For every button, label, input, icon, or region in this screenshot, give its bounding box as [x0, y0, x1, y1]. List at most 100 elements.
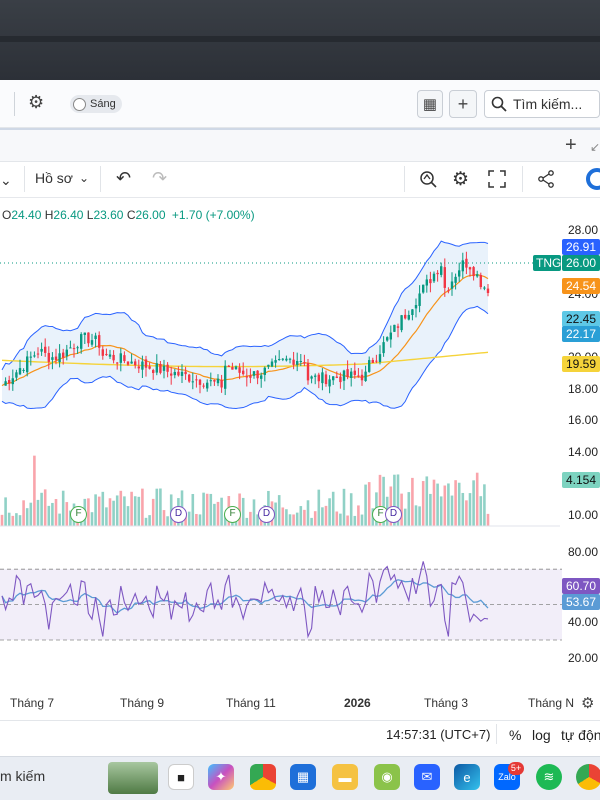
clock[interactable]: 14:57:31 (UTC+7)	[386, 727, 491, 742]
candle-body	[447, 290, 450, 292]
undo-icon[interactable]: ↶	[116, 168, 132, 188]
candle-body	[303, 362, 306, 364]
task-view-icon[interactable]: ■	[168, 764, 194, 790]
volume-bar	[403, 508, 407, 526]
low-label: L	[86, 208, 94, 222]
volume-bar	[479, 496, 483, 526]
candle-body	[202, 385, 205, 387]
rsi-line	[1, 561, 489, 639]
candle-body	[134, 361, 137, 366]
volume-bar	[295, 512, 299, 526]
rsi-pane	[0, 561, 562, 641]
candle-body	[69, 347, 72, 349]
candle-body	[328, 379, 331, 387]
zalo-icon[interactable]: Zalo	[494, 764, 520, 790]
volume-bar	[357, 505, 360, 526]
search-box[interactable]: Tìm kiếm...	[484, 90, 600, 118]
chevron-down-icon[interactable]: ⌄	[0, 172, 12, 188]
volume-bar	[299, 506, 303, 526]
volume-bar	[209, 493, 213, 526]
volume-bar	[166, 516, 169, 526]
edge-icon[interactable]: e	[454, 764, 480, 790]
candle-body	[188, 374, 191, 382]
candle-body	[465, 258, 468, 268]
event-marker-d[interactable]: D	[258, 506, 275, 523]
candle-body	[15, 372, 18, 378]
plus-icon: +	[457, 93, 469, 114]
candle-body	[292, 359, 295, 365]
divider	[404, 166, 405, 192]
candle-body	[101, 349, 104, 356]
theme-label: Sáng	[90, 98, 116, 110]
axis-settings-icon[interactable]: ⚙	[581, 695, 595, 712]
rsi-ma-line	[1, 579, 489, 615]
candle-body	[144, 359, 148, 368]
price-chart[interactable]	[0, 198, 600, 688]
candle-body	[407, 314, 410, 320]
candle-body	[234, 366, 238, 370]
volume-bar	[353, 515, 357, 526]
volume-bar	[335, 511, 339, 526]
candle-body	[98, 335, 101, 348]
open-value: 24.40	[11, 208, 42, 222]
folder-icon[interactable]: ▬	[332, 764, 358, 790]
candle-body	[123, 355, 126, 362]
candle-body	[288, 358, 292, 360]
app-icon[interactable]: ◉	[374, 764, 400, 790]
profile-menu[interactable]: Hồ sơ ⌄	[35, 170, 89, 186]
theme-toggle[interactable]: Sáng	[70, 95, 122, 113]
share-icon[interactable]	[537, 170, 555, 193]
candle-body	[278, 359, 281, 361]
volume-bar	[15, 513, 18, 526]
time-axis-label: Tháng 3	[424, 696, 469, 710]
fullscreen-icon[interactable]	[488, 170, 506, 193]
mail-icon[interactable]: ✉	[414, 764, 440, 790]
chrome-icon[interactable]	[576, 764, 600, 790]
store-icon[interactable]: ▦	[290, 764, 316, 790]
redo-icon[interactable]: ↷	[152, 168, 168, 188]
chrome-icon[interactable]	[250, 764, 276, 790]
spotify-icon[interactable]: ≋	[536, 764, 562, 790]
log-toggle[interactable]: log	[532, 727, 551, 743]
candle-body	[51, 357, 54, 360]
volume-bar	[393, 474, 396, 526]
volume-bar	[94, 494, 97, 526]
candle-body	[112, 354, 115, 361]
divider	[24, 166, 25, 192]
event-marker-f[interactable]: F	[70, 506, 87, 523]
candle-body	[44, 346, 47, 353]
open-label: O	[2, 208, 12, 222]
rsi-ma-tag: 53.67	[562, 594, 600, 610]
time-axis-label: Tháng 7	[10, 696, 55, 710]
price-axis-label: 14.00	[567, 445, 598, 459]
copilot-icon[interactable]: ✦	[208, 764, 234, 790]
ohlc-legend: O24.40 H26.40 L23.60 C26.00 +1.70 (+7.00…	[2, 208, 255, 222]
event-marker-f[interactable]: F	[224, 506, 241, 523]
layout-grid-button[interactable]: ▦	[417, 90, 443, 118]
collapse-icon[interactable]: ↙	[590, 140, 600, 154]
volume-bar	[486, 513, 490, 526]
candle-body	[65, 349, 68, 357]
volume-bar	[346, 515, 349, 526]
add-button[interactable]: +	[449, 90, 477, 118]
publish-icon[interactable]	[586, 168, 600, 190]
candle-body	[299, 360, 302, 362]
volume-bar	[220, 497, 223, 526]
percent-toggle[interactable]: %	[509, 727, 522, 743]
candle-body	[350, 371, 353, 378]
event-marker-d[interactable]: D	[385, 506, 402, 523]
volume-bar	[7, 512, 11, 526]
taskbar-search[interactable]: m kiếm	[0, 768, 46, 784]
event-marker-d[interactable]: D	[170, 506, 187, 523]
candle-body	[216, 378, 220, 384]
candle-body	[386, 337, 389, 341]
settings-icon[interactable]: ⚙	[452, 169, 470, 190]
gear-icon[interactable]: ⚙	[28, 92, 45, 112]
price-axis-label: 18.00	[567, 382, 598, 396]
candle-body	[238, 367, 241, 373]
auto-toggle[interactable]: tự động	[561, 727, 600, 743]
volume-bar	[382, 476, 385, 526]
candle-body	[245, 376, 248, 378]
quick-search-icon[interactable]	[418, 169, 438, 194]
add-chart-icon[interactable]: +	[565, 134, 577, 156]
